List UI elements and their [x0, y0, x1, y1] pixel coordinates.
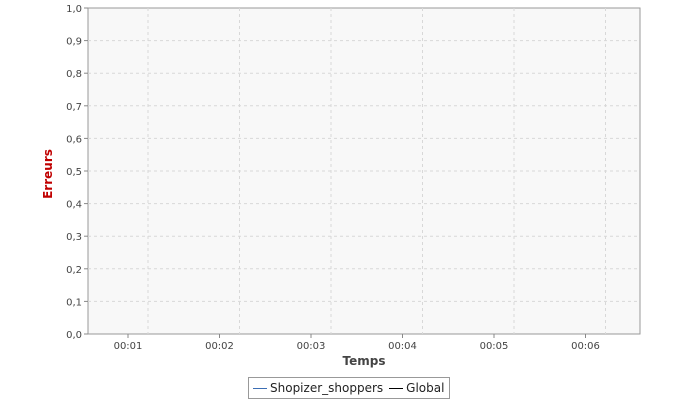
- legend-label-shopizer: Shopizer_shoppers: [270, 381, 384, 395]
- y-axis: 0,0 0,1 0,2 0,3 0,4 0,5 0,6 0,7 0,8 0,9 1,0: [66, 4, 88, 341]
- x-tick-label: 00:03: [297, 341, 326, 352]
- y-tick-label: 0,3: [66, 232, 82, 243]
- legend-item-shopizer: Shopizer_shoppers: [253, 381, 383, 395]
- y-axis-label-wrap: Erreurs: [40, 115, 56, 235]
- legend-item-global: Global: [389, 381, 444, 395]
- y-tick-label: 0,2: [66, 265, 82, 276]
- y-tick-label: 0,1: [66, 297, 82, 308]
- y-axis-label: Erreurs: [41, 149, 55, 199]
- y-tick-label: 0,8: [66, 69, 82, 80]
- y-tick-label: 1,0: [66, 4, 82, 15]
- grid: [88, 8, 640, 334]
- y-tick-label: 0,9: [66, 37, 82, 48]
- y-tick-label: 0,7: [66, 102, 82, 113]
- x-tick-label: 00:02: [205, 341, 234, 352]
- y-tick-label: 0,0: [66, 330, 82, 341]
- legend-swatch-global: [389, 387, 404, 389]
- x-tick-label: 00:04: [388, 341, 417, 352]
- x-tick-label: 00:01: [114, 341, 143, 352]
- legend-label-global: Global: [406, 381, 445, 395]
- y-tick-label: 0,4: [66, 200, 82, 211]
- x-tick-label: 00:06: [571, 341, 600, 352]
- legend: Shopizer_shoppers Global: [248, 377, 451, 399]
- x-tick-label: 00:05: [480, 341, 509, 352]
- y-tick-label: 0,6: [66, 134, 82, 145]
- legend-swatch-shopizer: [253, 387, 267, 389]
- x-axis-label: Temps: [342, 354, 386, 368]
- x-axis: 00:01 00:02 00:03 00:04 00:05 00:06: [114, 334, 600, 352]
- y-tick-label: 0,5: [66, 167, 82, 178]
